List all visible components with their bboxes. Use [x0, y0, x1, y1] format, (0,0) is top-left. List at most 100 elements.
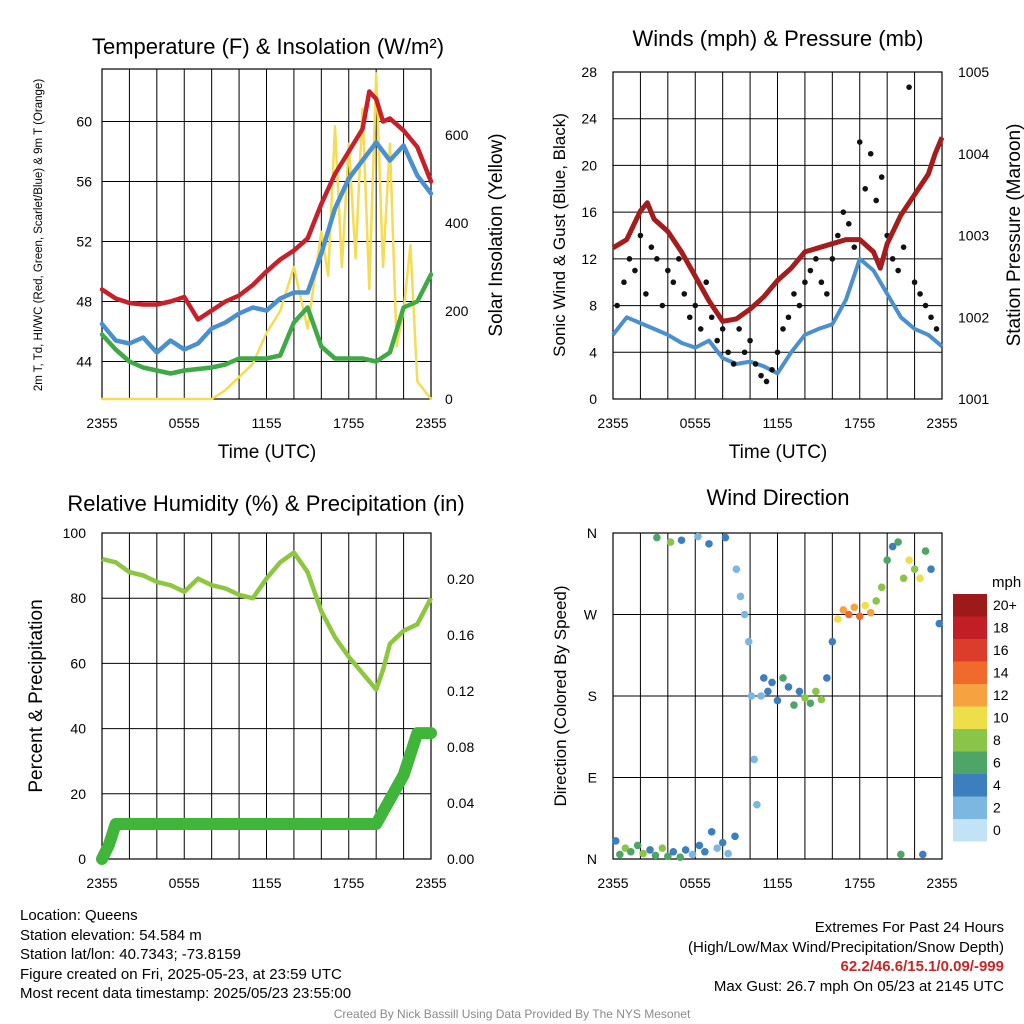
temp-y-tick-label: 44 [76, 354, 92, 370]
dir-point [653, 533, 661, 542]
wind-y2-tick-label: 1005 [958, 64, 989, 80]
dir-point [633, 841, 642, 850]
legend-label: 18 [993, 620, 1009, 636]
wind-y2-tick-label: 1003 [958, 228, 989, 244]
wind-y-tick-label: 20 [581, 157, 597, 173]
temp-x-tick-label: 1155 [251, 415, 281, 431]
wind-gust-point [856, 139, 863, 145]
dir-point [834, 615, 842, 623]
wind-gust-point [835, 232, 841, 239]
dir-point [747, 692, 756, 700]
dir-x-tick-label: 2355 [597, 875, 628, 891]
figure-created: Figure created on Fri, 2025-05-23, at 23… [20, 965, 342, 983]
dir-point [806, 699, 815, 708]
wind-gust-point [769, 367, 775, 373]
dir-point [759, 674, 768, 682]
wind-gust-point [873, 197, 879, 204]
wind-gust-point [648, 244, 655, 250]
temp-series-line-1 [99, 140, 434, 355]
dir-point [784, 683, 793, 691]
dir-point [651, 851, 660, 860]
legend-swatch [953, 706, 987, 729]
rh-y2-tick-label: 0.08 [447, 739, 474, 755]
pressure-line [611, 136, 945, 324]
wind-y-axis-label: Sonic Wind & Gust (Blue, Black) [550, 113, 569, 357]
wind-y2-tick-label: 1002 [958, 309, 989, 325]
wind-x-tick-label: 0555 [680, 415, 711, 431]
dir-point [888, 542, 897, 551]
dir-point [790, 701, 798, 709]
station-latlon: Station lat/lon: 40.7343; -73.8159 [20, 946, 242, 964]
dir-point [701, 847, 709, 856]
station-info: Location: Queens Station elevation: 54.5… [20, 906, 351, 1004]
dir-point [731, 832, 739, 841]
dir-point [823, 674, 831, 682]
wind-gust-point [802, 279, 808, 286]
station-location: Location: Queens [20, 907, 138, 924]
max-gust: Max Gust: 26.7 mph On 05/23 at 2145 UTC [713, 977, 1004, 995]
dir-point [935, 619, 944, 628]
dir-point [844, 610, 853, 619]
rh-x-tick-label: 1155 [251, 875, 281, 891]
recent-timestamp: Most recent data timestamp: 2025/05/23 2… [20, 985, 352, 1003]
legend-swatch [953, 684, 987, 707]
wind-gust-point [906, 84, 912, 90]
wind-gust-point [626, 256, 633, 262]
rh-y2-tick-label: 0.04 [447, 795, 474, 811]
dir-point [773, 696, 782, 705]
dir-panel-title: Wind Direction [706, 485, 849, 510]
dir-x-tick-label: 1755 [844, 875, 875, 891]
rh-y-tick-label: 100 [63, 525, 87, 541]
wind-gust-point [840, 209, 847, 215]
temp-y2-tick-label: 0 [445, 391, 453, 407]
wind-y2-axis-label: Station Pressure (Maroon) [1004, 124, 1024, 347]
wind-y-tick-label: 8 [589, 298, 597, 314]
dir-point [768, 678, 776, 687]
wind-gust-point [851, 244, 858, 250]
legend-swatch [953, 729, 987, 752]
wind-y-tick-label: 0 [589, 391, 597, 407]
rh-x-tick-label: 1755 [333, 875, 364, 891]
dir-point [718, 838, 727, 847]
wind-gust-point [845, 221, 852, 227]
extremes-title: Extremes For Past 24 Hours [814, 919, 1004, 936]
wind-gust-point [758, 372, 764, 379]
dir-point [664, 852, 672, 861]
dir-y-tick-label: N [587, 525, 597, 541]
dir-point [611, 837, 620, 845]
legend-label: 0 [993, 822, 1001, 838]
extremes-values: 62.2/46.6/15.1/0.09/-999 [840, 958, 1004, 976]
wind-x-tick-label: 2355 [597, 415, 628, 431]
legend-label: 16 [993, 642, 1009, 658]
dir-point [681, 846, 690, 854]
wind-gust-point [878, 174, 885, 180]
dir-point [721, 533, 730, 542]
temp-y-tick-label: 56 [76, 174, 92, 190]
dir-point [705, 540, 713, 548]
temp-y2-tick-label: 200 [445, 303, 469, 319]
wind-gust-point [928, 314, 934, 321]
legend-label: 6 [993, 755, 1001, 771]
rh-y-tick-label: 80 [70, 590, 86, 606]
wind-x-axis-label: Time (UTC) [729, 442, 828, 463]
speed-legend-unit: mph [992, 574, 1021, 591]
legend-label: 4 [993, 777, 1001, 793]
wind-gust-point [643, 291, 649, 297]
temp-x-tick-label: 1755 [333, 415, 364, 431]
extremes-subtitle: (High/Low/Max Wind/Precipitation/Snow De… [688, 938, 1004, 956]
legend-swatch [953, 594, 987, 617]
wind-gust-point [785, 314, 792, 321]
temp-y-tick-label: 52 [76, 234, 92, 250]
temp-x-tick-label: 2355 [415, 415, 446, 431]
temp-x-tick-label: 2355 [86, 415, 117, 431]
wind-gust-point [736, 326, 742, 332]
dir-point [666, 538, 675, 546]
wind-gust-point [676, 256, 682, 262]
temp-y-tick-label: 60 [76, 114, 92, 130]
rh-panel-title: Relative Humidity (%) & Precipitation (i… [67, 491, 464, 516]
wind-y-tick-label: 16 [581, 204, 597, 220]
wind-gust-point [719, 326, 726, 332]
wind-gust-point [791, 291, 797, 297]
wind-gust-point [900, 244, 907, 250]
